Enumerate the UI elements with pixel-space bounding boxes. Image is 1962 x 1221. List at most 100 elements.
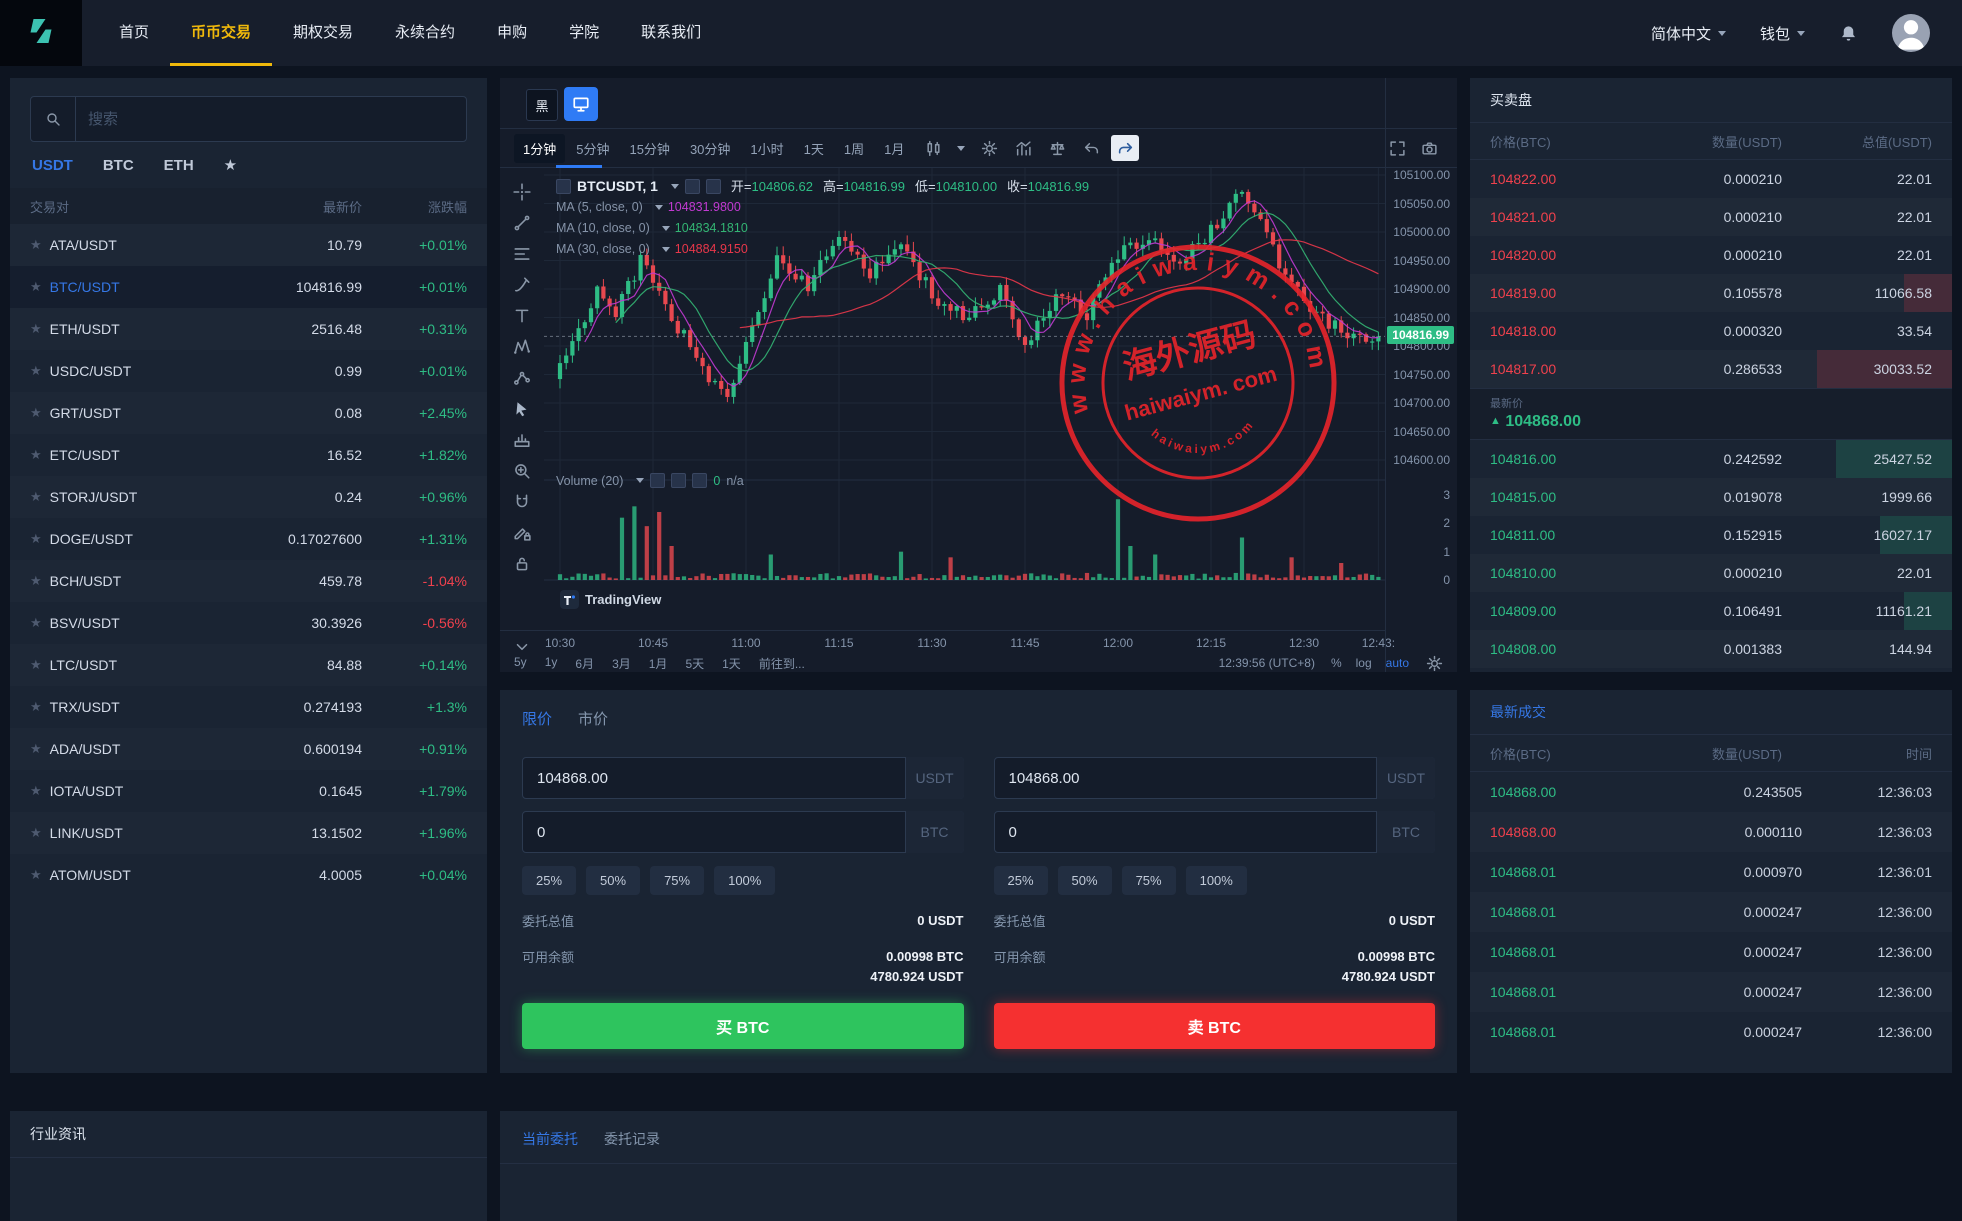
style-caret-icon[interactable]	[953, 135, 969, 161]
range-1y[interactable]: 1y	[544, 654, 558, 669]
favorite-star-icon[interactable]: ★	[30, 447, 42, 462]
scale-auto[interactable]: auto	[1385, 656, 1409, 670]
time-axis[interactable]: 10:30 10:45 11:00 11:15 11:30 11:45 12:00 12:15…	[500, 630, 1395, 655]
orders-tab-当前委托[interactable]: 当前委托	[522, 1131, 578, 1147]
range-前往到...[interactable]: 前往到...	[758, 656, 805, 671]
axis-settings-gear-icon[interactable]	[1425, 655, 1443, 671]
sell-button[interactable]: 卖 BTC	[993, 1003, 1435, 1050]
nav-item-联系我们[interactable]: 联系我们	[641, 24, 702, 41]
chevron-down-icon[interactable]	[636, 478, 645, 483]
sell-amount-input[interactable]	[993, 811, 1435, 853]
orderbook-row-bid[interactable]: 104810.00 0.000210 22.01	[1470, 554, 1952, 592]
favorite-star-icon[interactable]: ★	[30, 363, 42, 378]
fullscreen-icon[interactable]	[1383, 135, 1411, 161]
search-input[interactable]	[76, 110, 466, 128]
favorite-star-icon[interactable]: ★	[30, 741, 42, 756]
redo-icon[interactable]	[1111, 135, 1140, 161]
pair-row-STORJ/USDT[interactable]: ★ STORJ/USDT 0.24 +0.96%	[10, 476, 487, 518]
timeframe-30分钟[interactable]: 30分钟	[689, 141, 731, 157]
xabcd-tool-icon[interactable]	[507, 331, 537, 362]
buy-amount-input[interactable]	[522, 811, 964, 853]
timeframe-1月[interactable]: 1月	[884, 141, 905, 157]
favorite-star-icon[interactable]: ★	[30, 279, 42, 294]
pair-row-DOGE/USDT[interactable]: ★ DOGE/USDT 0.17027600 +1.31%	[10, 518, 487, 560]
volume-close-icon[interactable]	[692, 473, 708, 488]
chevron-down-icon[interactable]	[654, 205, 663, 210]
favorite-star-icon[interactable]: ★	[30, 489, 42, 504]
price-axis[interactable]: 105100.00 105050.00 105000.00 104950.00 1049…	[1385, 78, 1458, 672]
screenshot-camera-icon[interactable]	[1415, 135, 1443, 161]
pair-row-ETC/USDT[interactable]: ★ ETC/USDT 16.52 +1.82%	[10, 434, 487, 476]
trendline-tool-icon[interactable]	[507, 207, 537, 238]
legend-eye-icon[interactable]	[684, 179, 700, 194]
tradingview-attribution[interactable]: TradingView	[560, 590, 661, 609]
buy-percent-50%[interactable]: 50%	[586, 866, 641, 895]
favorite-star-icon[interactable]: ★	[30, 657, 42, 672]
favorite-star-icon[interactable]: ★	[30, 825, 42, 840]
pair-row-BCH/USDT[interactable]: ★ BCH/USDT 459.78 -1.04%	[10, 560, 487, 602]
range-3月[interactable]: 3月	[612, 656, 631, 671]
pair-row-BTC/USDT[interactable]: ★ BTC/USDT 104816.99 +0.01%	[10, 266, 487, 308]
indicators-icon[interactable]	[1009, 135, 1037, 161]
orderbook-row-bid[interactable]: 104809.00 0.106491 11161.21	[1470, 592, 1952, 630]
buy-price-input[interactable]	[522, 757, 964, 799]
orderbook-row-ask[interactable]: 104817.00 0.286533 30033.52	[1470, 350, 1952, 388]
nav-item-期权交易[interactable]: 期权交易	[293, 24, 354, 41]
pair-row-ETH/USDT[interactable]: ★ ETH/USDT 2516.48 +0.31%	[10, 308, 487, 350]
wallet-dropdown[interactable]: 钱包	[1760, 23, 1805, 44]
chart-settings-gear-icon[interactable]	[975, 135, 1003, 161]
nav-item-学院[interactable]: 学院	[569, 24, 600, 41]
pair-row-USDC/USDT[interactable]: ★ USDC/USDT 0.99 +0.01%	[10, 350, 487, 392]
favorite-star-icon[interactable]: ★	[30, 573, 42, 588]
timeframe-1小时[interactable]: 1小时	[750, 141, 784, 157]
pair-row-BSV/USDT[interactable]: ★ BSV/USDT 30.3926 -0.56%	[10, 602, 487, 644]
timeframe-15分钟[interactable]: 15分钟	[629, 141, 670, 157]
orderbook-row-ask[interactable]: 104821.00 0.000210 22.01	[1470, 198, 1952, 236]
range-1月[interactable]: 1月	[648, 656, 668, 671]
language-dropdown[interactable]: 简体中文	[1651, 23, 1726, 44]
quote-tab-BTC[interactable]: BTC	[102, 156, 134, 174]
quote-tab-★[interactable]: ★	[223, 157, 238, 174]
forecast-tool-icon[interactable]	[507, 362, 537, 393]
buy-percent-75%[interactable]: 75%	[650, 866, 705, 895]
orderbook-row-ask[interactable]: 104819.00 0.105578 11066.58	[1470, 274, 1952, 312]
favorite-star-icon[interactable]: ★	[30, 867, 42, 882]
timeframe-1天[interactable]: 1天	[803, 141, 824, 157]
orderbook-row-bid[interactable]: 104808.00 0.001383 144.94	[1470, 630, 1952, 668]
fib-tool-icon[interactable]	[507, 238, 537, 269]
theme-toggle-button[interactable]: 黑	[526, 89, 558, 121]
pair-row-ATA/USDT[interactable]: ★ ATA/USDT 10.79 +0.01%	[10, 224, 487, 266]
candle-style-icon[interactable]	[919, 135, 947, 161]
magnet-tool-icon[interactable]	[507, 486, 537, 517]
draw-lock-tool-icon[interactable]	[507, 517, 537, 548]
zoom-tool-icon[interactable]	[507, 455, 537, 486]
pair-row-IOTA/USDT[interactable]: ★ IOTA/USDT 0.1645 +1.79%	[10, 770, 487, 812]
nav-item-申购[interactable]: 申购	[497, 24, 528, 41]
legend-menu-icon[interactable]	[556, 179, 571, 194]
range-6月[interactable]: 6月	[575, 656, 595, 671]
order-type-tab-市价[interactable]: 市价	[578, 711, 609, 728]
measure-tool-icon[interactable]	[507, 424, 537, 455]
orderbook-row-ask[interactable]: 104822.00 0.000210 22.01	[1470, 160, 1952, 198]
range-5y[interactable]: 5y	[514, 654, 527, 669]
pair-row-ATOM/USDT[interactable]: ★ ATOM/USDT 4.0005 +0.04%	[10, 854, 487, 896]
sell-percent-50%[interactable]: 50%	[1057, 866, 1112, 895]
chevron-down-icon[interactable]	[661, 226, 670, 231]
brand-logo[interactable]	[0, 0, 82, 66]
buy-percent-25%[interactable]: 25%	[522, 866, 577, 895]
orders-tab-委托记录[interactable]: 委托记录	[604, 1131, 660, 1147]
brush-tool-icon[interactable]	[507, 269, 537, 300]
favorite-star-icon[interactable]: ★	[30, 783, 42, 798]
chevron-down-icon[interactable]	[670, 184, 679, 189]
scale-%[interactable]: %	[1330, 656, 1342, 670]
timeframe-1周[interactable]: 1周	[843, 141, 865, 157]
volume-eye-icon[interactable]	[650, 473, 666, 488]
compare-scales-icon[interactable]	[1043, 135, 1071, 161]
orderbook-row-ask[interactable]: 104820.00 0.000210 22.01	[1470, 236, 1952, 274]
undo-icon[interactable]	[1077, 135, 1105, 161]
pair-row-GRT/USDT[interactable]: ★ GRT/USDT 0.08 +2.45%	[10, 392, 487, 434]
pair-row-ADA/USDT[interactable]: ★ ADA/USDT 0.600194 +0.91%	[10, 728, 487, 770]
orderbook-row-bid[interactable]: 104815.00 0.019078 1999.66	[1470, 478, 1952, 516]
text-tool-icon[interactable]	[507, 300, 537, 331]
